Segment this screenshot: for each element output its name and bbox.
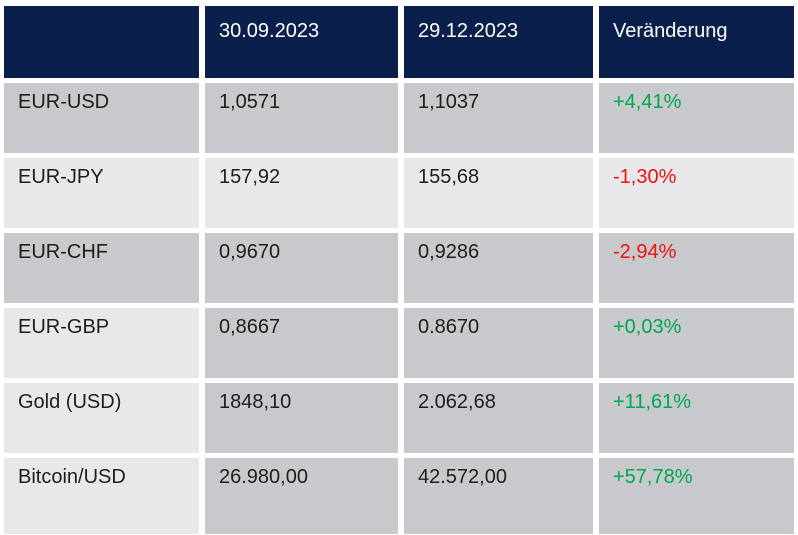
instrument-label: EUR-GBP <box>4 308 199 378</box>
end-value: 42.572,00 <box>404 458 593 534</box>
end-value: 0,9286 <box>404 233 593 303</box>
column-header-change: Veränderung <box>599 6 794 78</box>
change-value: +0,03% <box>599 308 794 378</box>
instrument-label: EUR-CHF <box>4 233 199 303</box>
instrument-label: EUR-JPY <box>4 158 199 228</box>
column-header-start-date: 30.09.2023 <box>205 6 398 78</box>
change-value: +4,41% <box>599 83 794 153</box>
instrument-label: Bitcoin/USD <box>4 458 199 534</box>
instrument-label: EUR-USD <box>4 83 199 153</box>
change-value: -1,30% <box>599 158 794 228</box>
end-value: 0.8670 <box>404 308 593 378</box>
column-header-end-date: 29.12.2023 <box>404 6 593 78</box>
start-value: 1848,10 <box>205 383 398 453</box>
end-value: 155,68 <box>404 158 593 228</box>
start-value: 0,9670 <box>205 233 398 303</box>
change-value: +57,78% <box>599 458 794 534</box>
header-empty-cell <box>4 6 199 78</box>
change-value: +11,61% <box>599 383 794 453</box>
instrument-label: Gold (USD) <box>4 383 199 453</box>
end-value: 1,1037 <box>404 83 593 153</box>
change-value: -2,94% <box>599 233 794 303</box>
start-value: 1,0571 <box>205 83 398 153</box>
start-value: 26.980,00 <box>205 458 398 534</box>
end-value: 2.062,68 <box>404 383 593 453</box>
start-value: 0,8667 <box>205 308 398 378</box>
start-value: 157,92 <box>205 158 398 228</box>
